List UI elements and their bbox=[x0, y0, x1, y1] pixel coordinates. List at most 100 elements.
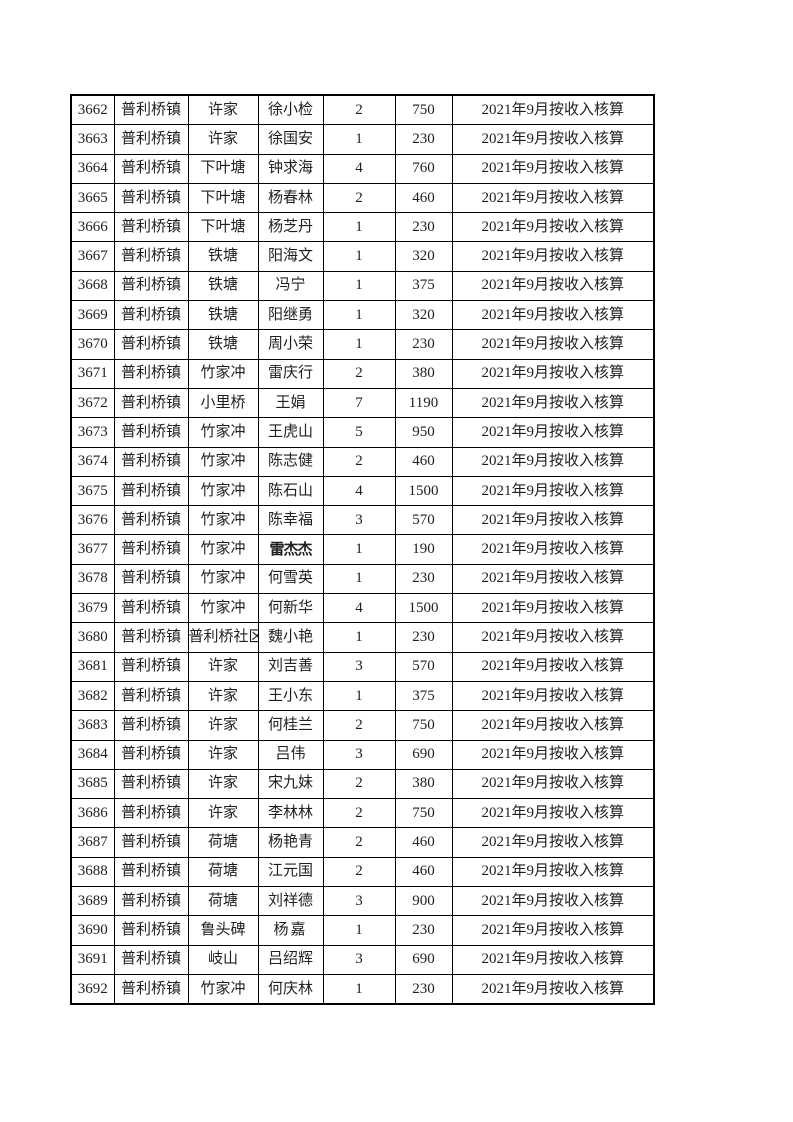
cell-amount: 690 bbox=[394, 739, 453, 770]
cell-qty: 4 bbox=[322, 593, 396, 624]
cell-village: 许家 bbox=[187, 739, 259, 770]
cell-qty: 7 bbox=[322, 387, 396, 419]
cell-name: 陈志健 bbox=[257, 446, 324, 477]
cell-qty: 1 bbox=[322, 212, 396, 243]
cell-name: 杨嘉 bbox=[257, 915, 324, 946]
cell-id: 3689 bbox=[70, 886, 115, 917]
cell-name: 杨春林 bbox=[257, 182, 324, 214]
cell-amount: 375 bbox=[394, 270, 453, 302]
cell-village: 竹家冲 bbox=[187, 446, 259, 477]
table-row: 3665 普利桥镇 下叶塘 杨春林 2 460 2021年9月按收入核算 bbox=[70, 182, 655, 214]
cell-name: 陈幸福 bbox=[257, 505, 324, 536]
cell-name: 吕伟 bbox=[257, 739, 324, 770]
cell-town: 普利桥镇 bbox=[113, 300, 189, 331]
cell-village: 许家 bbox=[187, 768, 259, 800]
cell-village: 铁塘 bbox=[187, 329, 259, 360]
cell-amount: 460 bbox=[394, 446, 453, 477]
cell-village: 竹家冲 bbox=[187, 358, 259, 389]
table-row: 3676 普利桥镇 竹家冲 陈幸福 3 570 2021年9月按收入核算 bbox=[70, 505, 655, 536]
cell-amount: 375 bbox=[394, 680, 453, 712]
cell-town: 普利桥镇 bbox=[113, 651, 189, 682]
cell-town: 普利桥镇 bbox=[113, 241, 189, 272]
cell-qty: 2 bbox=[322, 827, 396, 858]
cell-village: 许家 bbox=[187, 651, 259, 682]
cell-remark: 2021年9月按收入核算 bbox=[451, 270, 655, 302]
cell-town: 普利桥镇 bbox=[113, 944, 189, 975]
cell-qty: 4 bbox=[322, 475, 396, 507]
cell-id: 3682 bbox=[70, 680, 115, 712]
cell-amount: 570 bbox=[394, 651, 453, 682]
table-row: 3670 普利桥镇 铁塘 周小荣 1 230 2021年9月按收入核算 bbox=[70, 329, 655, 360]
cell-qty: 2 bbox=[322, 710, 396, 741]
cell-name: 周小荣 bbox=[257, 329, 324, 360]
cell-remark: 2021年9月按收入核算 bbox=[451, 944, 655, 975]
cell-town: 普利桥镇 bbox=[113, 270, 189, 302]
cell-id: 3674 bbox=[70, 446, 115, 477]
cell-id: 3692 bbox=[70, 973, 115, 1005]
cell-town: 普利桥镇 bbox=[113, 739, 189, 770]
cell-town: 普利桥镇 bbox=[113, 475, 189, 507]
cell-qty: 2 bbox=[322, 768, 396, 800]
cell-remark: 2021年9月按收入核算 bbox=[451, 710, 655, 741]
cell-name: 王虎山 bbox=[257, 417, 324, 448]
cell-qty: 1 bbox=[322, 270, 396, 302]
cell-amount: 460 bbox=[394, 856, 453, 888]
cell-village: 铁塘 bbox=[187, 241, 259, 272]
cell-remark: 2021年9月按收入核算 bbox=[451, 300, 655, 331]
cell-name: 江元国 bbox=[257, 856, 324, 888]
cell-town: 普利桥镇 bbox=[113, 387, 189, 419]
cell-remark: 2021年9月按收入核算 bbox=[451, 593, 655, 624]
cell-remark: 2021年9月按收入核算 bbox=[451, 446, 655, 477]
cell-village: 竹家冲 bbox=[187, 534, 259, 565]
cell-amount: 380 bbox=[394, 768, 453, 800]
cell-town: 普利桥镇 bbox=[113, 768, 189, 800]
table-row: 3685 普利桥镇 许家 宋九妹 2 380 2021年9月按收入核算 bbox=[70, 768, 655, 800]
cell-name: 李林林 bbox=[257, 798, 324, 829]
cell-id: 3663 bbox=[70, 124, 115, 155]
cell-name: 徐小检 bbox=[257, 94, 324, 126]
cell-amount: 900 bbox=[394, 886, 453, 917]
cell-name: 雷杰杰 bbox=[257, 534, 324, 565]
cell-village: 荷塘 bbox=[187, 856, 259, 888]
cell-village: 普利桥社区 bbox=[187, 622, 259, 653]
cell-qty: 5 bbox=[322, 417, 396, 448]
cell-village: 许家 bbox=[187, 94, 259, 126]
cell-remark: 2021年9月按收入核算 bbox=[451, 534, 655, 565]
cell-id: 3672 bbox=[70, 387, 115, 419]
cell-town: 普利桥镇 bbox=[113, 593, 189, 624]
table-row: 3683 普利桥镇 许家 何桂兰 2 750 2021年9月按收入核算 bbox=[70, 710, 655, 741]
cell-amount: 1500 bbox=[394, 593, 453, 624]
cell-amount: 380 bbox=[394, 358, 453, 389]
table-row: 3666 普利桥镇 下叶塘 杨芝丹 1 230 2021年9月按收入核算 bbox=[70, 212, 655, 243]
cell-id: 3690 bbox=[70, 915, 115, 946]
cell-qty: 3 bbox=[322, 944, 396, 975]
cell-amount: 570 bbox=[394, 505, 453, 536]
cell-qty: 3 bbox=[322, 886, 396, 917]
cell-amount: 230 bbox=[394, 212, 453, 243]
table-row: 3682 普利桥镇 许家 王小东 1 375 2021年9月按收入核算 bbox=[70, 680, 655, 712]
table-row: 3668 普利桥镇 铁塘 冯宁 1 375 2021年9月按收入核算 bbox=[70, 270, 655, 302]
cell-id: 3677 bbox=[70, 534, 115, 565]
table-row: 3689 普利桥镇 荷塘 刘祥德 3 900 2021年9月按收入核算 bbox=[70, 886, 655, 917]
cell-name: 王小东 bbox=[257, 680, 324, 712]
cell-name: 何桂兰 bbox=[257, 710, 324, 741]
cell-id: 3668 bbox=[70, 270, 115, 302]
table-row: 3679 普利桥镇 竹家冲 何新华 4 1500 2021年9月按收入核算 bbox=[70, 593, 655, 624]
cell-town: 普利桥镇 bbox=[113, 329, 189, 360]
cell-name: 刘吉善 bbox=[257, 651, 324, 682]
cell-qty: 2 bbox=[322, 94, 396, 126]
table-row: 3673 普利桥镇 竹家冲 王虎山 5 950 2021年9月按收入核算 bbox=[70, 417, 655, 448]
cell-remark: 2021年9月按收入核算 bbox=[451, 182, 655, 214]
cell-name: 何庆林 bbox=[257, 973, 324, 1005]
table-row: 3691 普利桥镇 岐山 吕绍辉 3 690 2021年9月按收入核算 bbox=[70, 944, 655, 975]
cell-remark: 2021年9月按收入核算 bbox=[451, 329, 655, 360]
cell-amount: 230 bbox=[394, 124, 453, 155]
table-row: 3675 普利桥镇 竹家冲 陈石山 4 1500 2021年9月按收入核算 bbox=[70, 475, 655, 507]
cell-name: 徐国安 bbox=[257, 124, 324, 155]
table-row: 3671 普利桥镇 竹家冲 雷庆行 2 380 2021年9月按收入核算 bbox=[70, 358, 655, 389]
cell-amount: 460 bbox=[394, 182, 453, 214]
cell-id: 3678 bbox=[70, 563, 115, 595]
table-row: 3672 普利桥镇 小里桥 王娟 7 1190 2021年9月按收入核算 bbox=[70, 387, 655, 419]
cell-amount: 230 bbox=[394, 915, 453, 946]
cell-id: 3691 bbox=[70, 944, 115, 975]
